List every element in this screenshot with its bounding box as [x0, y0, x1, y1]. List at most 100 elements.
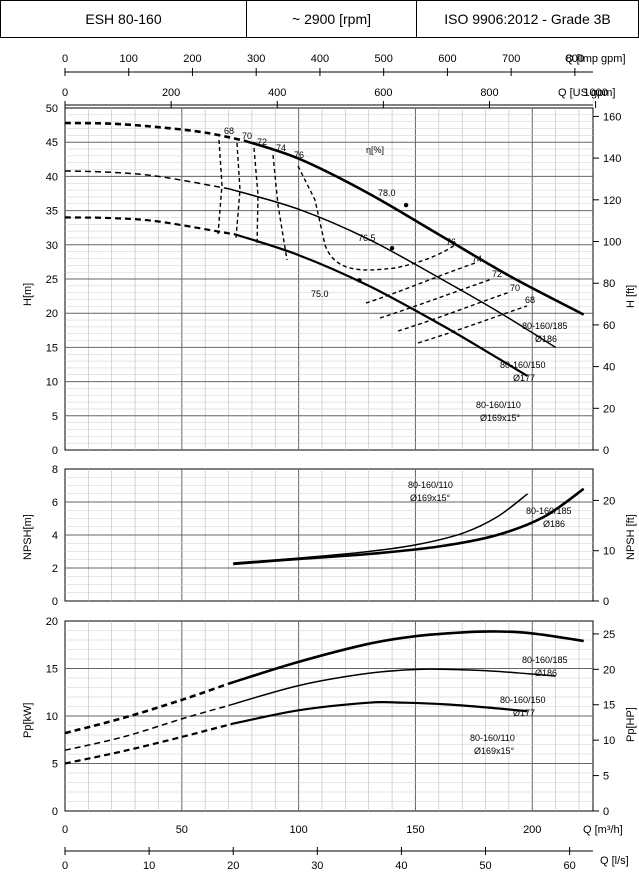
q-ls-tick-label: 40: [395, 860, 407, 872]
eff-label-74: 74: [276, 143, 286, 153]
power-curve: [232, 700, 528, 725]
power-curve-dashed: [64, 722, 234, 765]
p-label-185-name: 80-160/185: [522, 655, 568, 665]
q-ls-axis-label: Q [l/s]: [600, 855, 629, 867]
power-right-tick-label: 0: [603, 806, 609, 818]
imp-gpm-tick-label: 200: [183, 53, 201, 65]
head-curve-dashed: [64, 121, 246, 143]
head-left-tick-label: 40: [46, 171, 58, 183]
q-ls-tick-label: 20: [227, 860, 239, 872]
head-left-tick-label: 45: [46, 137, 58, 149]
efficiency-axis-label: η[%]: [366, 145, 384, 155]
iso-right-74: 74: [472, 254, 482, 264]
npsh-right-tick-label: 0: [603, 596, 609, 608]
eff-label-75: 75.0: [311, 289, 329, 299]
head-left-tick-label: 10: [46, 377, 58, 389]
p-label-150-name: 80-160/150: [500, 695, 546, 705]
head-left-tick-label: 0: [52, 445, 58, 457]
npsh-right-tick-label: 20: [603, 495, 615, 507]
imp-gpm-tick-label: 400: [311, 53, 329, 65]
npsh-left-tick-label: 4: [52, 530, 58, 542]
power-left-tick-label: 15: [46, 664, 58, 676]
power-right-tick-label: 10: [603, 735, 615, 747]
us-gpm-tick-label: 200: [162, 87, 180, 99]
head-right-tick-label: 40: [603, 362, 615, 374]
h-m-axis-label: H[m]: [22, 283, 34, 306]
h-ft-axis-label: H [ft]: [625, 285, 637, 308]
head-right-tick-label: 20: [603, 403, 615, 415]
text-layer: Q [Imp gpm] Q [US gpm] Q [m³/h] Q [l/s] …: [22, 53, 637, 872]
head-right-tick-label: 120: [603, 195, 621, 207]
iso-efficiency-line: [417, 305, 528, 344]
power-left-tick-label: 10: [46, 711, 58, 723]
q-ls-tick-label: 0: [62, 860, 68, 872]
head-left-tick-label: 35: [46, 206, 58, 218]
q-m3h-axis-label: Q [m³/h]: [583, 824, 623, 836]
q-m3h-tick-label: 50: [176, 824, 188, 836]
imp-gpm-tick-label: 700: [502, 53, 520, 65]
iso-efficiency-line: [379, 278, 493, 319]
head-curve: [228, 187, 556, 349]
q-m3h-tick-label: 200: [523, 824, 541, 836]
q-m3h-tick-label: 150: [406, 824, 424, 836]
q-ls-tick-label: 60: [564, 860, 576, 872]
iso-efficiency-line: [217, 139, 223, 235]
npsh-label-185-dia: Ø186: [543, 519, 565, 529]
npsh-left-tick-label: 6: [52, 497, 58, 509]
h-label-110-name: 80-160/110: [476, 400, 521, 410]
npsh-label-110-name: 80-160/110: [408, 480, 453, 490]
imp-gpm-tick-label: 600: [438, 53, 456, 65]
npsh-label-110-dia: Ø169x15°: [410, 493, 451, 503]
efficiency-marker: [357, 278, 362, 283]
efficiency-marker: [389, 246, 395, 251]
q-ls-tick-label: 10: [143, 860, 155, 872]
p-label-110-name: 80-160/110: [470, 733, 515, 743]
iso-efficiency-line: [235, 142, 241, 239]
head-right-tick-label: 0: [603, 445, 609, 457]
head-right-tick-label: 140: [603, 153, 621, 165]
iso-efficiency-line: [253, 147, 259, 247]
power-left-tick-label: 5: [52, 759, 58, 771]
npsh-left-tick-label: 0: [52, 596, 58, 608]
head-left-tick-label: 30: [46, 240, 58, 252]
speed-value: ~ 2900 [rpm]: [292, 11, 371, 27]
power-curve: [228, 668, 556, 707]
q-m3h-tick-label: 0: [62, 824, 68, 836]
iso-efficiency-line: [297, 165, 326, 246]
p-label-110-dia: Ø169x15°: [474, 746, 515, 756]
eff-label-76-5: 76.5: [358, 233, 376, 243]
head-right-tick-label: 60: [603, 320, 615, 332]
us-gpm-tick-label: 600: [374, 87, 392, 99]
iso-right-70: 70: [510, 283, 520, 293]
head-right-tick-label: 100: [603, 237, 621, 249]
p-kw-axis-label: Pp[kW]: [22, 703, 34, 738]
power-curve: [228, 630, 584, 685]
head-curve: [235, 233, 529, 378]
eff-label-76: 76: [294, 150, 304, 160]
eff-label-78: 78.0: [378, 188, 396, 198]
efficiency-marker: [403, 202, 409, 208]
power-right-tick-label: 20: [603, 664, 615, 676]
npsh-left-tick-label: 2: [52, 563, 58, 575]
head-left-tick-label: 15: [46, 342, 58, 354]
head-right-tick-label: 160: [603, 111, 621, 123]
imp-gpm-tick-label: 100: [120, 53, 138, 65]
power-right-tick-label: 5: [603, 771, 609, 783]
iso-efficiency-line: [397, 291, 511, 332]
iso-right-72: 72: [492, 269, 502, 279]
npsh-left-tick-label: 8: [52, 464, 58, 476]
h-label-185-name: 80-160/185: [522, 321, 568, 331]
us-gpm-tick-label: 0: [62, 87, 68, 99]
h-label-150-dia: Ø177: [513, 373, 535, 383]
npsh-ft-axis-label: NPSH [ft]: [625, 514, 637, 560]
iso-efficiency-line: [324, 244, 456, 271]
head-left-tick-label: 50: [46, 103, 58, 115]
power-curve-dashed: [64, 682, 229, 735]
iso-right-68: 68: [525, 295, 535, 305]
us-gpm-tick-label: 1000: [583, 87, 607, 99]
model-name: ESH 80-160: [85, 11, 162, 27]
imp-gpm-tick-label: 300: [247, 53, 265, 65]
imp-gpm-tick-label: 500: [374, 53, 392, 65]
